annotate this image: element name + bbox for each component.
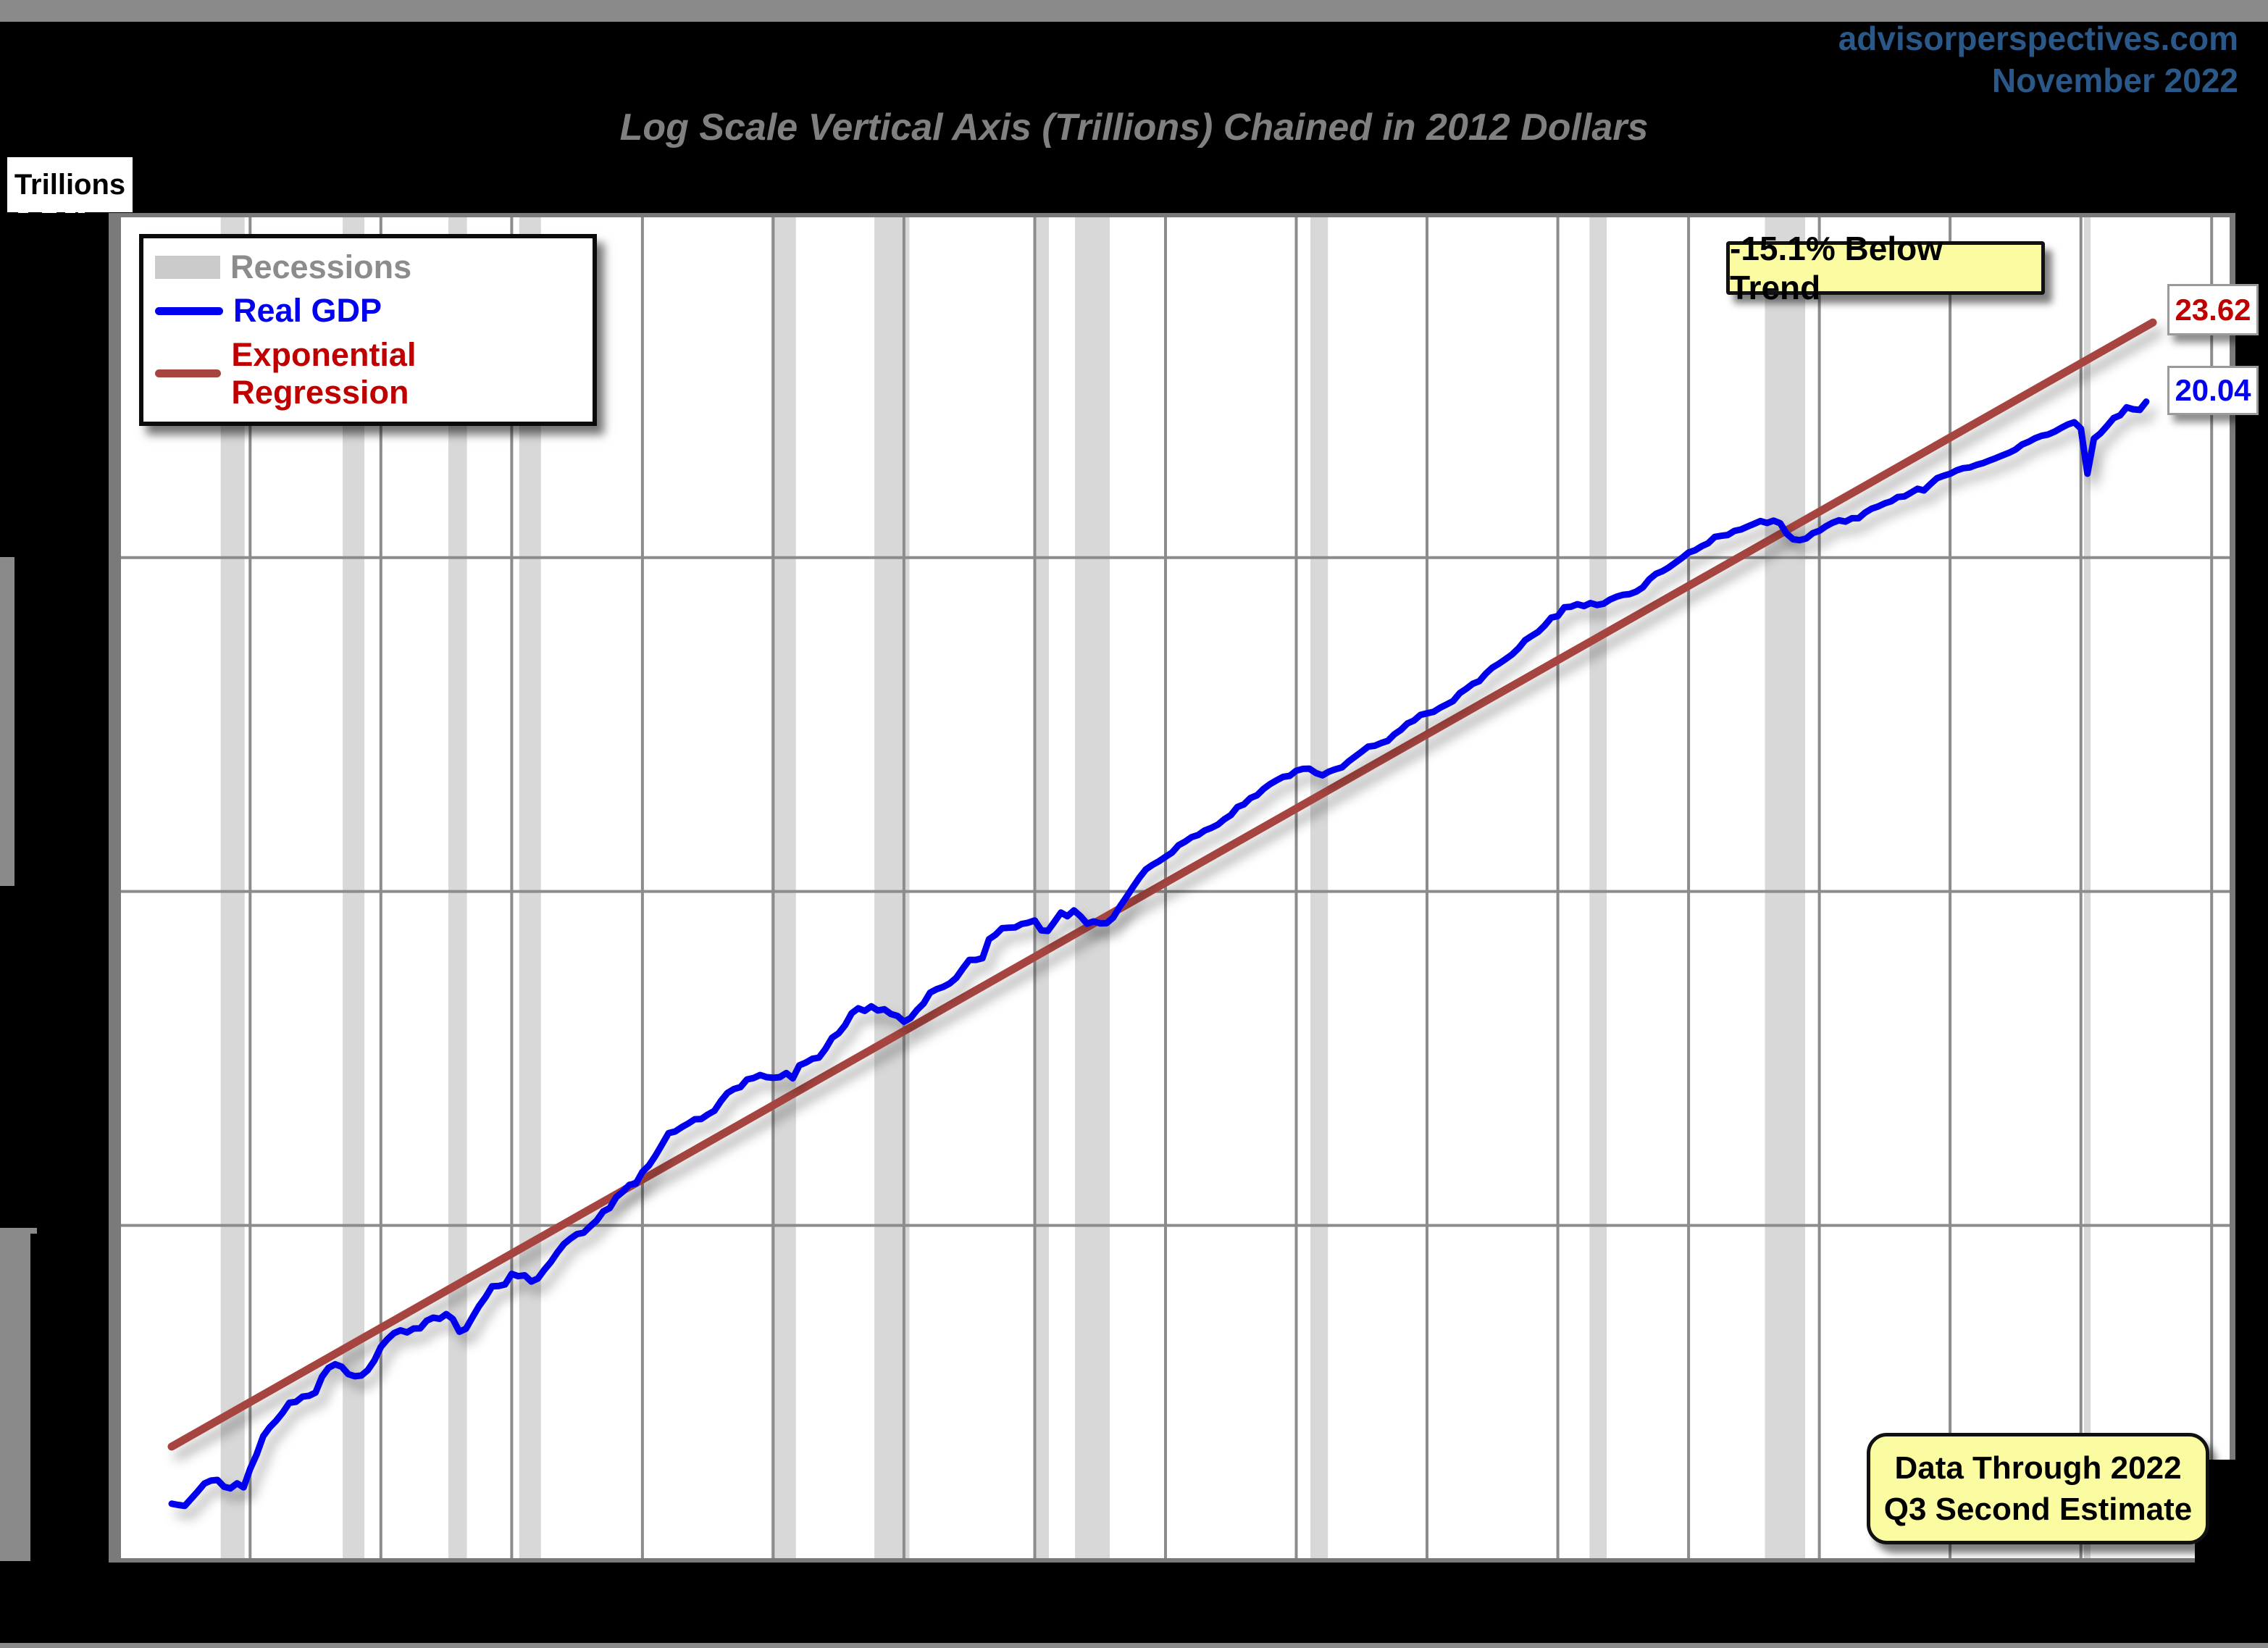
- left-edge-strip: [30, 1228, 37, 1234]
- legend: Recessions Real GDP Exponential Regressi…: [139, 234, 597, 426]
- regression-end-value: 23.62: [2167, 284, 2259, 335]
- data-through-line2: Q3 Second Estimate: [1883, 1492, 2193, 1527]
- below-trend-callout: -15.1% Below Trend: [1726, 230, 2045, 306]
- x-axis-redaction-mask: [0, 1563, 2268, 1643]
- blue-line-swatch-icon: [155, 306, 223, 315]
- legend-item-exponential-regression: Exponential Regression: [155, 336, 593, 411]
- recession-band: [1035, 213, 1049, 1563]
- left-edge-strip: [0, 1228, 30, 1561]
- recession-band: [1589, 213, 1607, 1563]
- recession-band: [220, 213, 245, 1563]
- legend-label: Real GDP: [233, 292, 382, 330]
- recession-band: [771, 213, 796, 1563]
- report-date: November 2022: [1991, 62, 2238, 99]
- window-bottom-bar: [0, 1643, 2268, 1648]
- plot-border-bottom: [109, 1558, 2235, 1563]
- legend-item-recessions: Recessions: [155, 248, 593, 286]
- data-through-line1: Data Through 2022: [1894, 1450, 2182, 1486]
- plot-border-left: [109, 213, 121, 1563]
- plot-area: [121, 213, 2230, 1563]
- recession-band: [2084, 213, 2091, 1563]
- recession-band: [448, 213, 467, 1563]
- red-line-swatch-icon: [155, 369, 222, 378]
- left-edge-strip: [0, 557, 14, 886]
- y-axis-unit-label: Trillions: [7, 157, 133, 212]
- regression-line: [167, 318, 2157, 1451]
- legend-item-real-gdp: Real GDP: [155, 292, 593, 330]
- site-watermark: advisorperspectives.com: [1838, 20, 2238, 57]
- chart-title: Log Scale Vertical Axis (Trillions) Chai…: [619, 106, 1649, 149]
- gdp-end-value: 20.04: [2167, 366, 2259, 415]
- recession-band: [1075, 213, 1110, 1563]
- plot-border-top: [109, 213, 2235, 217]
- window-top-bar: [0, 0, 2268, 22]
- plot-border-right: [2230, 213, 2235, 1563]
- legend-label: Recessions: [230, 248, 412, 286]
- recession-band: [1765, 213, 1806, 1563]
- recession-band: [1310, 213, 1328, 1563]
- real-gdp-line: [168, 398, 2150, 1510]
- legend-label: Exponential Regression: [231, 335, 417, 411]
- recession-swatch-icon: [155, 256, 220, 280]
- data-through-callout: Data Through 2022 Q3 Second Estimate: [1867, 1433, 2209, 1544]
- recession-band: [519, 213, 541, 1563]
